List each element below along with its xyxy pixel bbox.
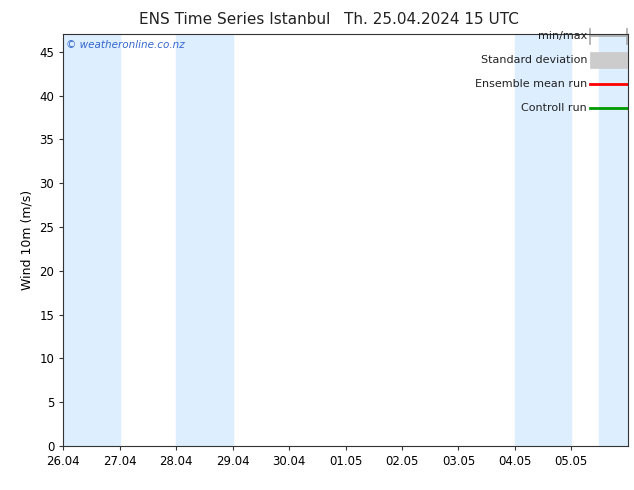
Text: Controll run: Controll run [521, 103, 587, 113]
Bar [176, 34, 233, 446]
Bar [63, 34, 120, 446]
Bar [590, 52, 626, 68]
Y-axis label: Wind 10m (m/s): Wind 10m (m/s) [21, 190, 34, 290]
Text: Ensemble mean run: Ensemble mean run [475, 79, 587, 89]
Text: Th. 25.04.2024 15 UTC: Th. 25.04.2024 15 UTC [344, 12, 519, 27]
Text: Standard deviation: Standard deviation [481, 55, 587, 65]
Bar [515, 34, 571, 446]
Text: © weatheronline.co.nz: © weatheronline.co.nz [66, 41, 185, 50]
Bar [600, 34, 634, 446]
Text: ENS Time Series Istanbul: ENS Time Series Istanbul [139, 12, 330, 27]
Text: min/max: min/max [538, 31, 587, 41]
